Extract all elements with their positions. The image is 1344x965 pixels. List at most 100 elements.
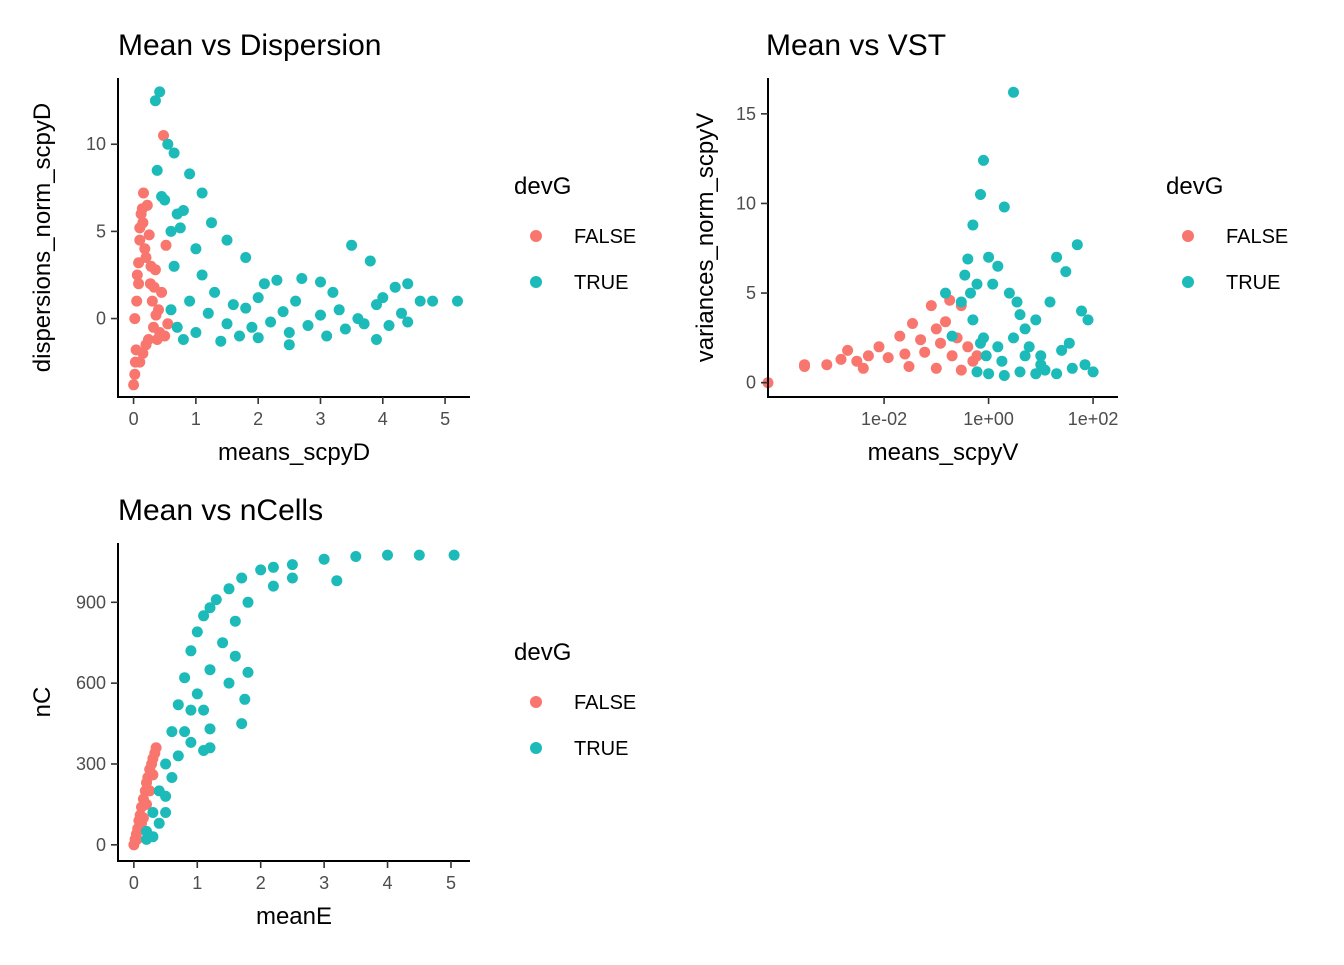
y-tick-label: 0 [96, 309, 106, 329]
data-point-true [414, 295, 426, 307]
data-point-true [265, 316, 277, 328]
data-point-true [315, 276, 326, 288]
points-layer [128, 549, 460, 851]
data-point-true [184, 295, 196, 307]
data-point-true [258, 278, 270, 290]
data-point-true [427, 295, 439, 307]
data-point-true [190, 327, 202, 338]
data-point-true [153, 817, 165, 829]
data-point-true [980, 350, 992, 362]
data-point-true [147, 807, 159, 818]
data-point-true [204, 723, 216, 735]
data-point-true [227, 299, 239, 311]
data-point-true [315, 309, 326, 321]
data-point-false [971, 350, 983, 362]
data-point-false [160, 239, 172, 251]
data-point-true [318, 553, 330, 565]
legend-label-false: FALSE [1226, 226, 1288, 248]
data-point-true [302, 320, 314, 331]
data-point-true [229, 650, 241, 662]
data-point-false [907, 318, 918, 329]
data-point-true [165, 225, 177, 237]
data-point-true [210, 594, 222, 606]
y-tick-label: 0 [746, 373, 756, 393]
data-point-true [1008, 86, 1019, 98]
data-point-false [146, 295, 158, 307]
x-tick-label: 1 [192, 873, 202, 893]
data-point-true [236, 572, 248, 584]
legend: devG FALSE TRUE [1166, 173, 1288, 294]
x-tick-label: 1e+02 [1068, 409, 1119, 429]
data-point-false [915, 334, 927, 346]
data-point-true [267, 580, 279, 592]
data-point-true [339, 323, 351, 335]
data-point-true [965, 287, 976, 299]
data-point-true [162, 138, 174, 150]
legend-title: devG [514, 173, 571, 200]
data-point-true [198, 610, 210, 622]
data-point-true [975, 337, 986, 349]
legend-key-true [530, 742, 542, 754]
legend-key-false [530, 696, 542, 708]
data-point-false [925, 300, 937, 312]
legend-key-false [530, 230, 542, 242]
legend: devG FALSE TRUE [514, 639, 636, 760]
data-point-true [940, 287, 951, 299]
data-point-false [159, 330, 171, 342]
y-tick-label: 5 [96, 221, 106, 241]
data-point-true [975, 189, 986, 200]
x-tick-label: 0 [129, 873, 139, 893]
data-point-false [842, 344, 854, 356]
series-true [149, 86, 463, 351]
data-point-true [185, 736, 197, 748]
x-tick-label: 4 [378, 409, 388, 429]
data-point-true [383, 320, 395, 331]
data-point-true [448, 549, 460, 561]
data-point-true [185, 704, 197, 716]
data-point-false [899, 348, 911, 360]
data-point-false [131, 295, 143, 307]
data-point-true [396, 307, 407, 319]
data-point-true [190, 243, 202, 255]
data-point-true [252, 332, 264, 344]
data-point-true [209, 286, 221, 298]
data-point-true [987, 278, 999, 290]
series-false [128, 742, 162, 851]
data-point-true [221, 234, 233, 246]
data-point-true [174, 222, 186, 234]
data-point-true [1056, 344, 1068, 356]
data-point-true [996, 355, 1008, 367]
chart-title: Mean vs nCells [118, 494, 323, 527]
data-point-true [215, 335, 227, 347]
data-point-false [955, 364, 967, 376]
data-point-false [137, 217, 149, 229]
data-point-false [145, 260, 157, 272]
data-point-true [179, 726, 191, 738]
data-point-false [962, 341, 974, 353]
data-point-true [191, 688, 203, 700]
data-point-false [137, 347, 149, 359]
data-point-false [851, 355, 863, 367]
data-point-true [283, 339, 295, 351]
legend-key-true [1182, 276, 1194, 288]
data-point-true [168, 260, 180, 272]
data-point-true [1063, 337, 1075, 349]
data-point-false [821, 359, 833, 371]
data-point-false [131, 833, 143, 845]
data-point-false [935, 337, 946, 349]
data-point-false [131, 269, 143, 281]
data-point-true [402, 316, 414, 328]
data-point-true [1071, 239, 1083, 251]
x-tick-label: 2 [253, 409, 263, 429]
legend-label-true: TRUE [574, 272, 628, 294]
data-point-true [149, 95, 161, 107]
data-point-false [138, 187, 149, 199]
data-point-true [967, 219, 979, 231]
x-tick-label: 3 [319, 873, 329, 893]
data-point-true [296, 273, 308, 284]
data-point-true [971, 366, 983, 378]
data-point-true [955, 296, 967, 308]
data-point-false [134, 234, 146, 246]
x-axis-label: means_scpyV [868, 439, 1019, 466]
